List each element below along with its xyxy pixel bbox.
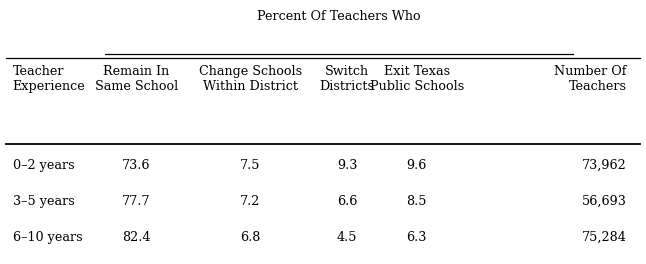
Text: 9.3: 9.3 [337, 159, 357, 172]
Text: Remain In
Same School: Remain In Same School [94, 65, 178, 93]
Text: 6.3: 6.3 [406, 230, 427, 244]
Text: 73.6: 73.6 [122, 159, 151, 172]
Text: 77.7: 77.7 [122, 195, 151, 208]
Text: 7.2: 7.2 [240, 195, 260, 208]
Text: Number Of
Teachers: Number Of Teachers [554, 65, 627, 93]
Text: Teacher
Experience: Teacher Experience [13, 65, 85, 93]
Text: 6–10 years: 6–10 years [13, 230, 83, 244]
Text: 75,284: 75,284 [582, 230, 627, 244]
Text: 8.5: 8.5 [406, 195, 427, 208]
Text: Exit Texas
Public Schools: Exit Texas Public Schools [370, 65, 464, 93]
Text: 0–2 years: 0–2 years [13, 159, 74, 172]
Text: Switch
Districts: Switch Districts [320, 65, 375, 93]
Text: 9.6: 9.6 [406, 159, 427, 172]
Text: 6.6: 6.6 [337, 195, 357, 208]
Text: Percent Of Teachers Who: Percent Of Teachers Who [257, 10, 421, 23]
Text: Change Schools
Within District: Change Schools Within District [198, 65, 302, 93]
Text: 82.4: 82.4 [122, 230, 151, 244]
Text: 4.5: 4.5 [337, 230, 357, 244]
Text: 7.5: 7.5 [240, 159, 260, 172]
Text: 73,962: 73,962 [582, 159, 627, 172]
Text: 6.8: 6.8 [240, 230, 260, 244]
Text: 56,693: 56,693 [582, 195, 627, 208]
Text: 3–5 years: 3–5 years [13, 195, 74, 208]
